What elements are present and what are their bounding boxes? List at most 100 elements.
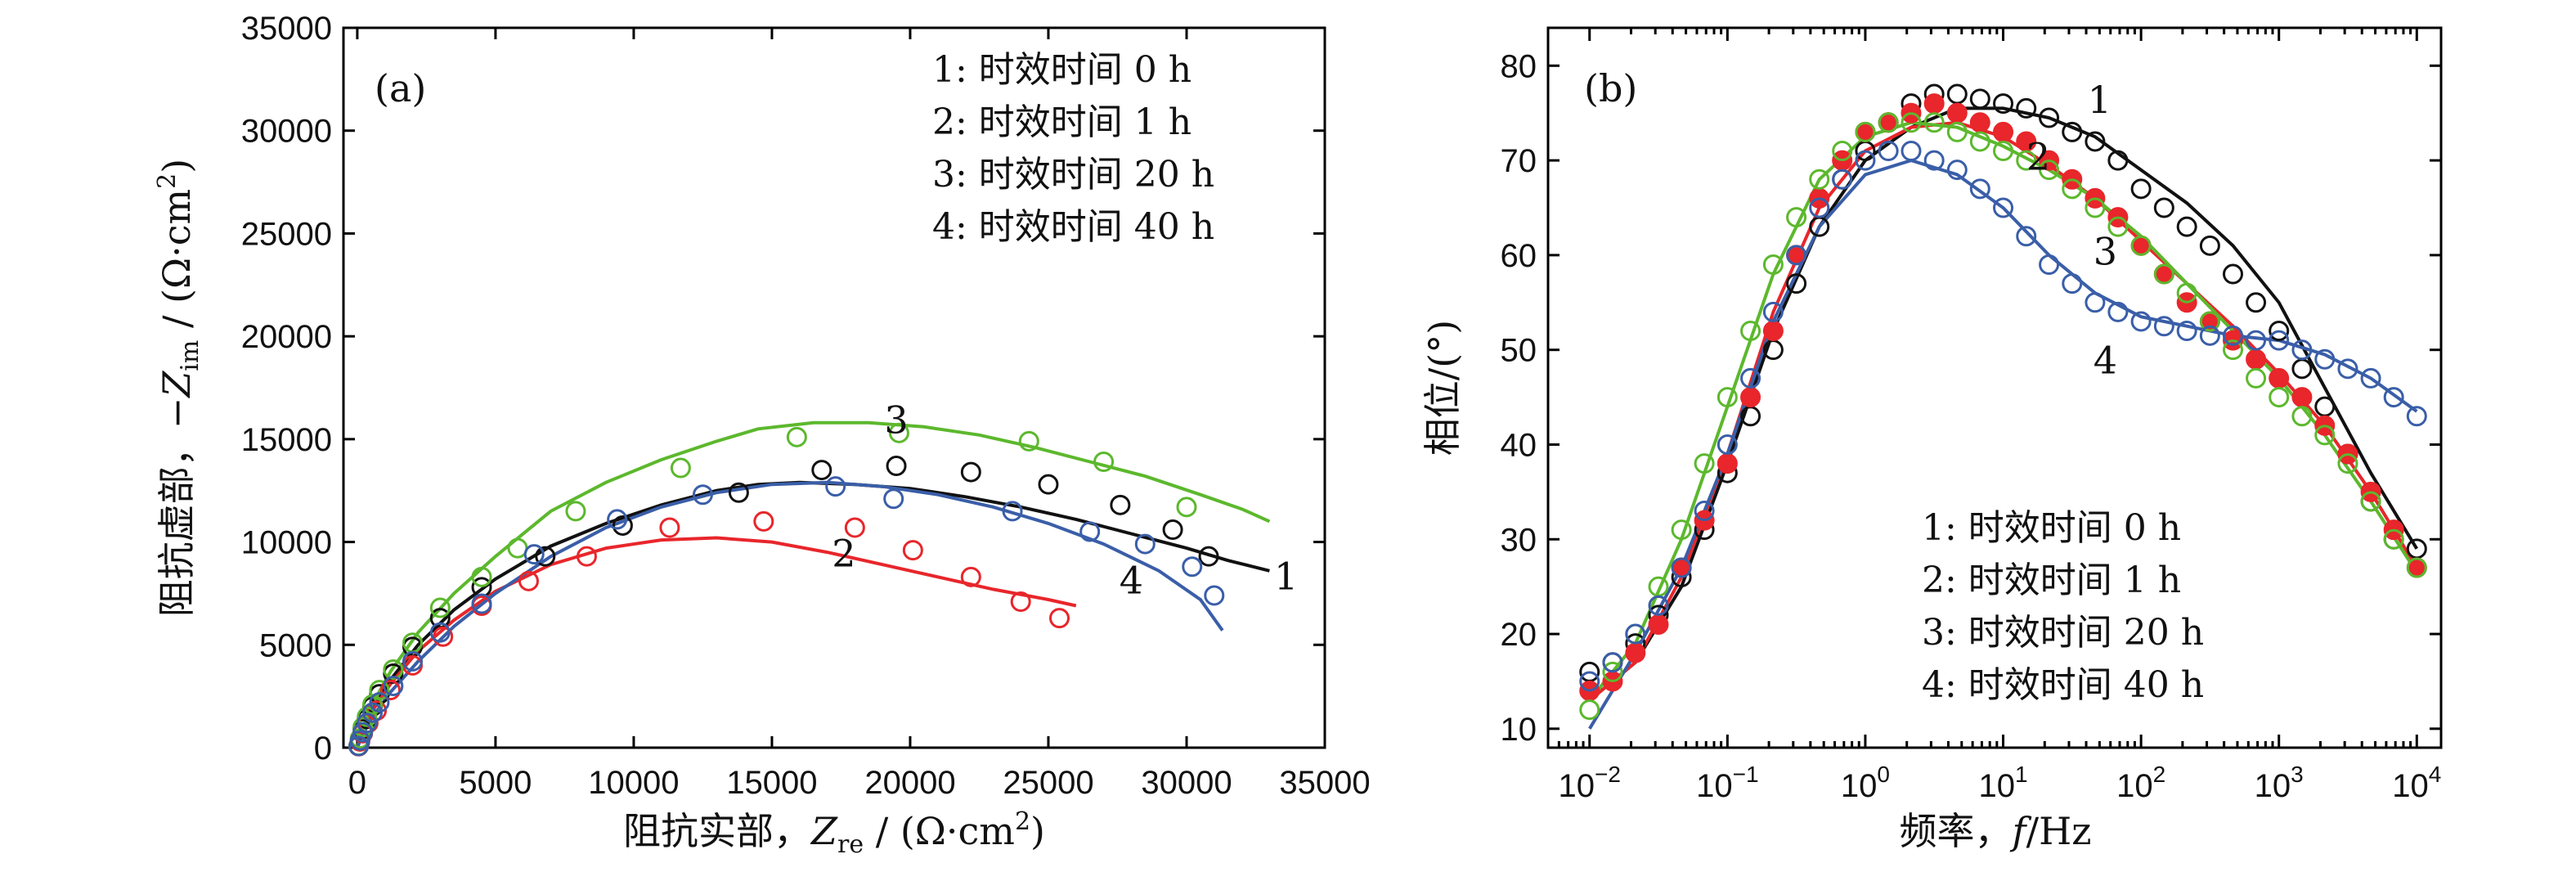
data-point-b-4	[2314, 348, 2336, 370]
data-point-b-3	[1579, 699, 1600, 721]
y-tick-label-a: 5000	[259, 627, 332, 663]
data-point-a-1	[1110, 494, 1131, 515]
data-point-a-3	[1018, 430, 1039, 452]
data-point-a-2	[576, 546, 597, 567]
data-point-b-1	[2222, 263, 2243, 285]
data-point-a-4	[383, 676, 404, 697]
data-point-b-2	[1993, 121, 2014, 142]
plot-frame-b	[1546, 26, 2443, 749]
data-point-b-2	[2246, 348, 2267, 370]
x-tick-label-b: 101	[1978, 762, 2027, 804]
y-tick-label-b: 10	[1501, 712, 1537, 748]
data-point-a-4	[883, 488, 904, 510]
y-tick-label-b: 40	[1501, 427, 1537, 463]
data-point-b-3	[2314, 425, 2336, 446]
y-tick-label-b: 80	[1501, 48, 1537, 84]
legend-entry-b-2: 2: 时效时间 1 h	[1922, 560, 2181, 601]
y-axis-label-a: 阻抗虚部，−Zim / (Ω·cm2)	[153, 159, 204, 617]
data-point-b-4	[1625, 623, 1646, 645]
y-tick-label-a: 15000	[241, 422, 332, 458]
data-point-a-3	[429, 597, 451, 618]
x-axis-label-a: 阻抗实部，Zre / (Ω·cm2)	[623, 807, 1045, 859]
data-point-a-2	[1048, 608, 1070, 629]
data-point-b-3	[1740, 321, 1761, 342]
data-point-a-1	[612, 515, 633, 536]
data-point-a-1	[1198, 546, 1219, 567]
y-tick-label-b: 60	[1501, 238, 1537, 274]
data-point-b-3	[2016, 150, 2037, 171]
data-point-b-2	[1969, 112, 1990, 133]
data-point-a-2	[433, 626, 454, 647]
data-point-b-4	[1901, 141, 1922, 162]
x-tick-label-b: 100	[1841, 762, 1890, 804]
plot-frame-a	[342, 26, 1326, 749]
data-point-a-1	[886, 456, 907, 477]
data-point-b-3	[2039, 160, 2060, 181]
data-point-b-1	[2406, 538, 2427, 560]
fit-curve-a-4	[356, 480, 1224, 748]
x-axis-label-b: 频率，f/Hz	[1900, 809, 2092, 853]
legend-entry-a-1: 1: 时效时间 0 h	[932, 49, 1192, 91]
data-point-b-2	[1762, 321, 1784, 342]
data-point-b-2	[1740, 387, 1761, 408]
data-point-a-1	[728, 482, 749, 503]
data-point-b-3	[1923, 112, 1945, 133]
data-point-b-2	[2291, 387, 2313, 408]
data-point-b-1	[1946, 83, 1968, 105]
data-point-b-4	[1923, 150, 1945, 171]
data-point-b-1	[1993, 93, 2014, 115]
data-point-a-1	[960, 461, 981, 483]
data-point-a-4	[1182, 556, 1203, 578]
x-tick-label-a: 25000	[1003, 765, 1093, 801]
data-point-b-3	[2176, 282, 2197, 303]
x-tick-label-a: 30000	[1141, 765, 1232, 801]
data-point-b-4	[2176, 321, 2197, 342]
data-point-b-3	[2199, 311, 2220, 332]
data-point-b-3	[1946, 121, 1968, 142]
x-tick-label-b: 103	[2255, 762, 2304, 804]
y-tick-label-b: 70	[1501, 143, 1537, 179]
data-point-a-4	[402, 650, 424, 672]
data-point-b-1	[2176, 216, 2197, 237]
curve-label-b-4: 4	[2094, 339, 2117, 383]
y-tick-label-b: 50	[1501, 333, 1537, 369]
data-point-b-1	[2314, 396, 2336, 417]
data-point-a-3	[369, 680, 390, 701]
data-point-a-2	[1010, 591, 1031, 612]
data-point-b-2	[1625, 642, 1646, 663]
data-point-b-4	[2337, 358, 2358, 380]
data-point-b-3	[1694, 453, 1715, 474]
data-point-b-4	[2107, 301, 2129, 322]
data-point-b-3	[2291, 406, 2313, 427]
data-point-b-4	[2085, 292, 2106, 313]
data-point-a-1	[1038, 474, 1059, 495]
data-point-b-4	[2016, 226, 2037, 247]
curve-label-a-3: 3	[884, 398, 908, 442]
data-point-a-4	[1079, 521, 1101, 542]
x-tick-label-a: 35000	[1279, 765, 1370, 801]
data-point-b-1	[2153, 197, 2174, 218]
data-point-a-4	[607, 509, 628, 530]
data-point-a-4	[471, 593, 492, 614]
data-point-a-4	[1134, 533, 1156, 555]
data-point-b-4	[2130, 311, 2152, 332]
y-tick-label-a: 0	[314, 730, 332, 766]
data-point-b-3	[1993, 141, 2014, 162]
data-point-a-3	[383, 659, 404, 680]
data-point-a-4	[349, 730, 370, 751]
data-point-b-3	[1901, 112, 1922, 133]
data-point-b-1	[2062, 121, 2083, 142]
data-point-a-4	[357, 712, 378, 734]
data-point-a-2	[518, 570, 539, 591]
data-point-a-3	[1176, 497, 1197, 518]
data-point-b-1	[2291, 358, 2313, 380]
data-point-b-4	[1717, 434, 1738, 455]
data-point-a-1	[811, 460, 832, 481]
data-point-b-3	[1762, 254, 1784, 275]
data-point-b-2	[1946, 102, 1968, 124]
data-point-a-1	[535, 546, 556, 567]
data-point-b-3	[2246, 367, 2267, 389]
data-point-a-2	[379, 680, 401, 701]
data-point-b-4	[1579, 671, 1600, 692]
x-tick-label-a: 20000	[864, 765, 955, 801]
